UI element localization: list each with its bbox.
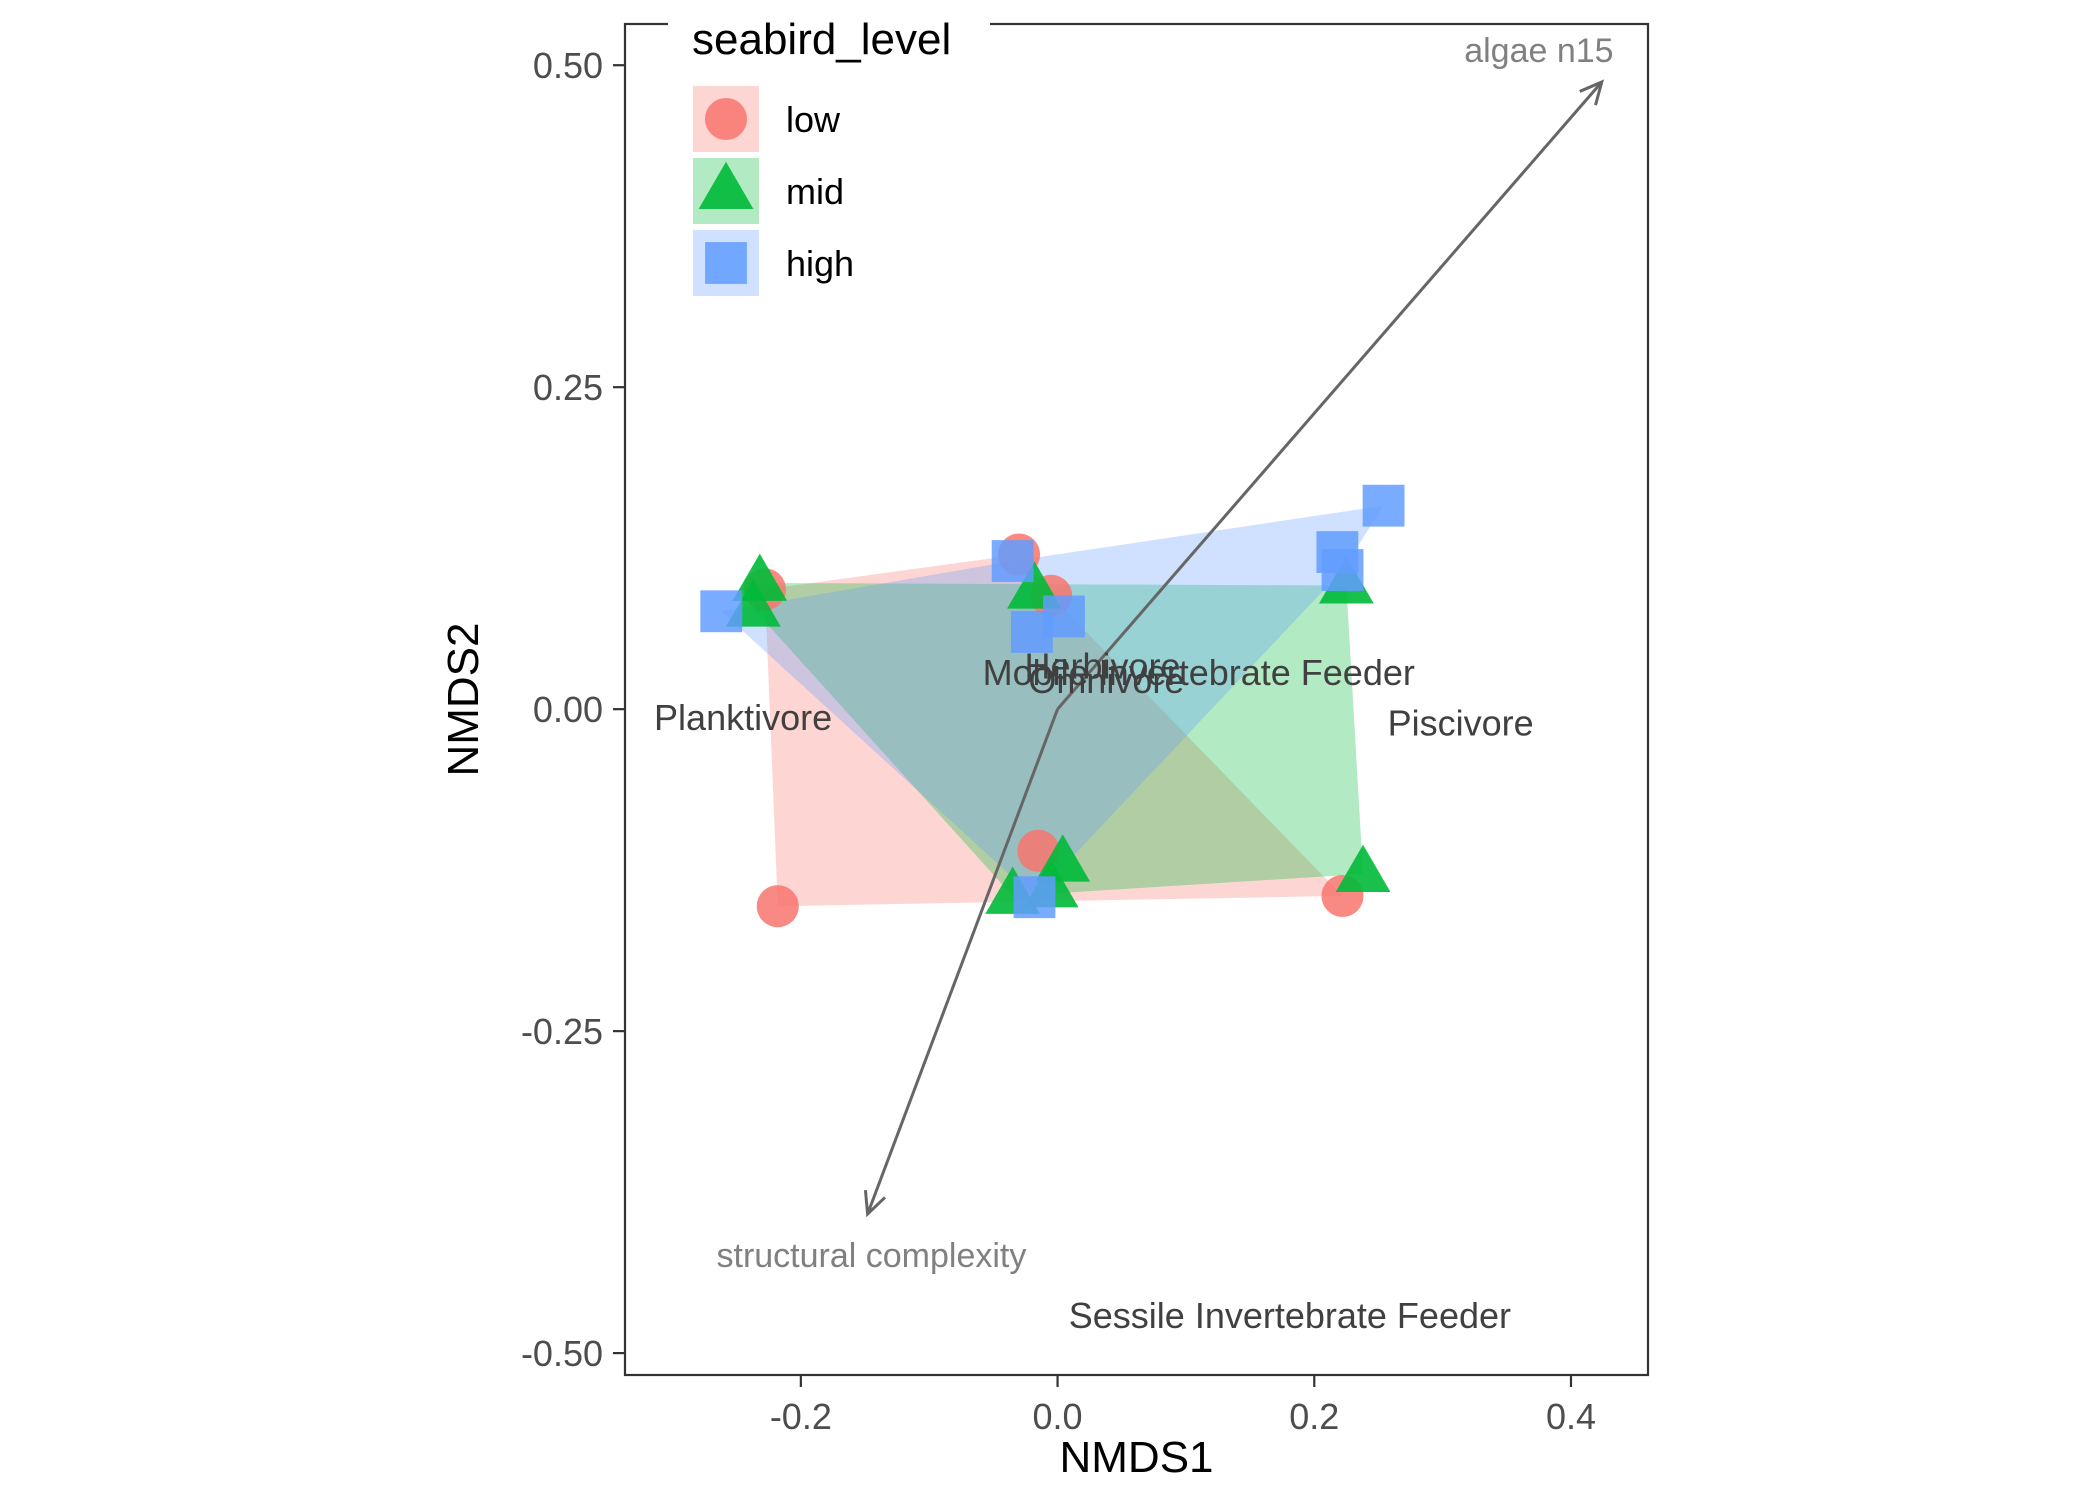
- legend-label-low: low: [786, 99, 841, 140]
- plot-panel-border: [623, 22, 1650, 1377]
- point-high: [1013, 876, 1056, 919]
- vector-layer: algae n15 structural complexity: [717, 32, 1614, 1275]
- point-layer: [700, 484, 1405, 928]
- y-tick-label: 0.25: [533, 367, 603, 408]
- vector-arrow: [1056, 80, 1603, 711]
- point-mid: [1335, 844, 1391, 892]
- group-label: Omnivore: [1028, 660, 1184, 701]
- point-high: [1321, 549, 1364, 591]
- vector-arrowhead: [863, 1189, 887, 1218]
- point-low: [756, 885, 799, 928]
- y-axis-ticks: 0.50 0.25 0.00 -0.25 -0.50: [521, 45, 625, 1374]
- point-high: [700, 590, 743, 633]
- vector-arrow: [866, 708, 1059, 1215]
- vector-label: structural complexity: [717, 1237, 1027, 1275]
- legend-label-high: high: [786, 243, 854, 284]
- point-high: [1010, 610, 1053, 653]
- point-mid: [732, 553, 788, 601]
- legend-symbol-mid: [698, 161, 754, 209]
- y-axis-title: NMDS2: [439, 622, 488, 776]
- group-label: Mobile Invertebrate Feeder: [983, 652, 1415, 693]
- y-tick-label: -0.25: [521, 1011, 603, 1052]
- x-tick-label: 0.0: [1033, 1396, 1083, 1437]
- legend-symbol-low: [704, 97, 748, 141]
- legend-title: seabird_level: [692, 15, 951, 64]
- legend-symbol-high: [705, 242, 747, 284]
- group-label: Sessile Invertebrate Feeder: [1069, 1295, 1511, 1336]
- legend-label-mid: mid: [786, 171, 844, 212]
- group-label: Piscivore: [1388, 702, 1534, 743]
- hull-layer: [721, 505, 1384, 907]
- hull-mid: [753, 582, 1364, 896]
- group-label: Planktivore: [654, 697, 832, 738]
- x-tick-label: -0.2: [770, 1396, 832, 1437]
- x-tick-label: 0.2: [1289, 1396, 1339, 1437]
- y-tick-label: 0.50: [533, 45, 603, 86]
- point-high: [1362, 484, 1405, 527]
- x-axis-ticks: -0.2 0.0 0.2 0.4: [770, 1375, 1596, 1437]
- hull-low: [764, 554, 1343, 907]
- point-high: [991, 540, 1034, 582]
- vector-arrowhead: [1579, 79, 1605, 106]
- x-tick-label: 0.4: [1546, 1396, 1596, 1437]
- vector-label: algae n15: [1464, 32, 1613, 70]
- hull-high: [721, 505, 1384, 898]
- group-label: Herbivore: [1024, 646, 1180, 687]
- y-tick-label: -0.50: [521, 1333, 603, 1374]
- y-tick-label: 0.00: [533, 689, 603, 730]
- x-axis-title: NMDS1: [1059, 1433, 1213, 1482]
